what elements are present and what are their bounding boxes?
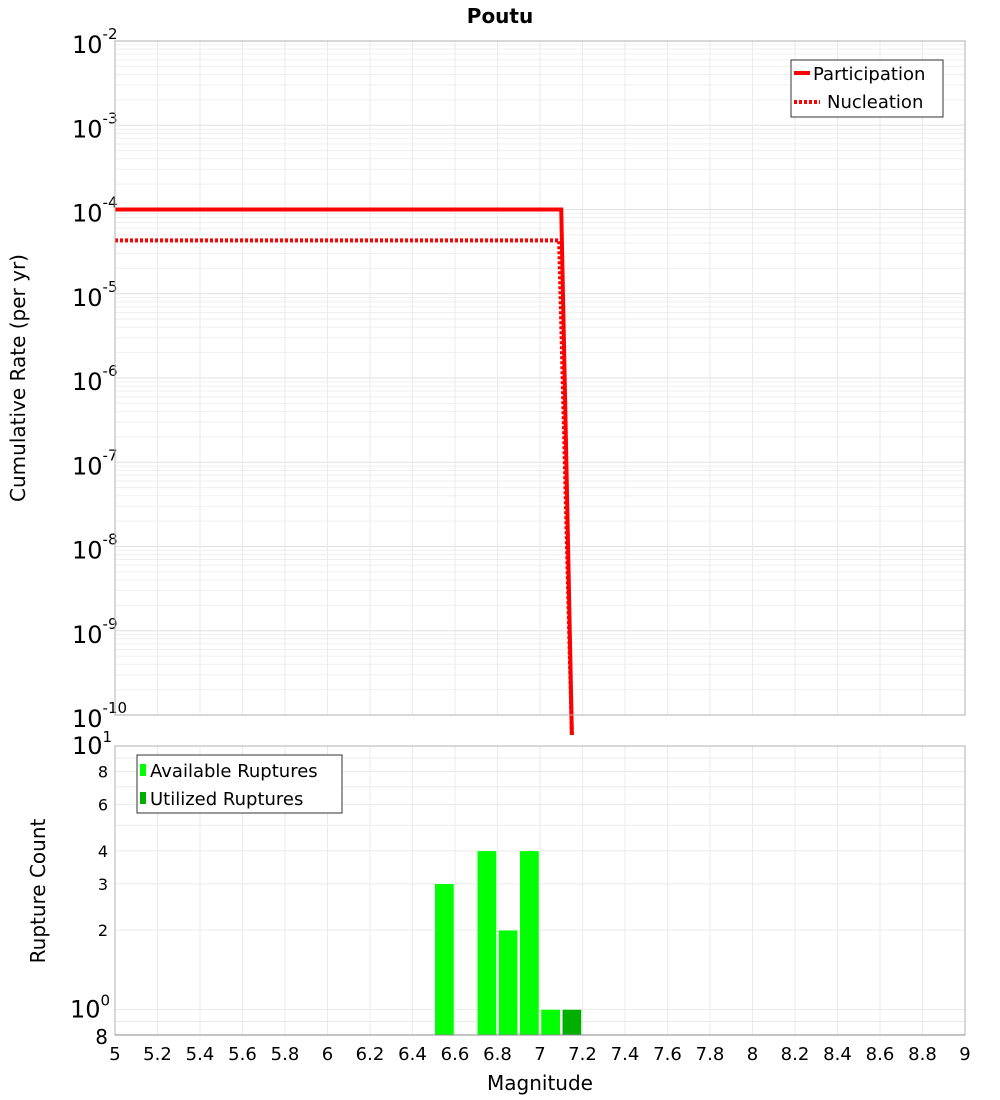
legend-participation: Participation	[813, 64, 925, 85]
x-tick-label: 7.2	[568, 1044, 597, 1065]
legend-utilized-swatch-icon	[140, 792, 146, 804]
x-tick-label: 8.6	[866, 1044, 895, 1065]
x-tick-label: 6.6	[441, 1044, 470, 1065]
y-tick-label: 101	[72, 728, 112, 760]
bottom-legend: Available Ruptures Utilized Ruptures	[136, 754, 343, 814]
x-tick-label: 8.8	[908, 1044, 937, 1065]
x-axis-label: Magnitude	[487, 1071, 593, 1095]
x-tick-label: 7	[534, 1044, 545, 1065]
x-tick-label: 7.6	[653, 1044, 682, 1065]
x-tick-label: 6.2	[356, 1044, 385, 1065]
bar	[498, 929, 518, 1036]
series-participation	[115, 207, 574, 735]
bar	[562, 1009, 582, 1036]
y-tick-label: 3	[98, 875, 108, 894]
y-tick-label: 6	[98, 795, 108, 814]
x-tick-label: 5	[109, 1044, 120, 1065]
y-tick-label: 10-3	[72, 109, 118, 143]
y-tick-label: 8	[95, 1025, 108, 1049]
chart-title: Poutu	[467, 4, 533, 28]
x-tick-label: 9	[959, 1044, 970, 1065]
x-tick-label: 6	[322, 1044, 333, 1065]
top-legend: Participation Nucleation	[790, 59, 944, 118]
x-tick-label: 5.6	[228, 1044, 257, 1065]
y-tick-label: 100	[70, 991, 110, 1023]
x-tick-label: 5.4	[186, 1044, 215, 1065]
x-tick-label: 7.8	[696, 1044, 725, 1065]
x-tick-label: 8.4	[823, 1044, 852, 1065]
y-tick-label: 10-8	[72, 531, 118, 565]
y-tick-label: 10-5	[72, 278, 118, 312]
x-tick-label: 7.4	[611, 1044, 640, 1065]
legend-utilized: Utilized Ruptures	[150, 789, 303, 810]
x-tick-label: 5.2	[143, 1044, 172, 1065]
bar	[477, 850, 497, 1036]
legend-nucleation: Nucleation	[827, 92, 923, 113]
legend-available: Available Ruptures	[150, 761, 318, 782]
y-tick-label: 10-4	[72, 194, 118, 228]
y-tick-label: 4	[98, 842, 108, 861]
bar	[540, 1009, 561, 1036]
y-tick-label: 8	[98, 763, 108, 782]
y-tick-label: 2	[98, 921, 108, 940]
bottom-y-axis-label: Rupture Count	[26, 818, 50, 963]
y-tick-label: 10-9	[72, 615, 118, 649]
bar	[434, 883, 455, 1036]
top-plot-frame	[114, 40, 966, 716]
legend-available-swatch-icon	[140, 764, 146, 776]
x-tick-label: 6.4	[398, 1044, 427, 1065]
y-tick-label: 10-7	[72, 446, 118, 480]
x-tick-label: 8	[747, 1044, 758, 1065]
x-tick-label: 8.2	[781, 1044, 810, 1065]
y-tick-label: 10-2	[72, 25, 118, 59]
y-tick-label: 10-6	[72, 362, 118, 396]
x-tick-label: 5.8	[271, 1044, 300, 1065]
x-tick-label: 6.8	[483, 1044, 512, 1065]
bar	[519, 850, 540, 1036]
y-tick-label: 10-10	[72, 699, 127, 733]
top-y-axis-label: Cumulative Rate (per yr)	[6, 254, 30, 502]
